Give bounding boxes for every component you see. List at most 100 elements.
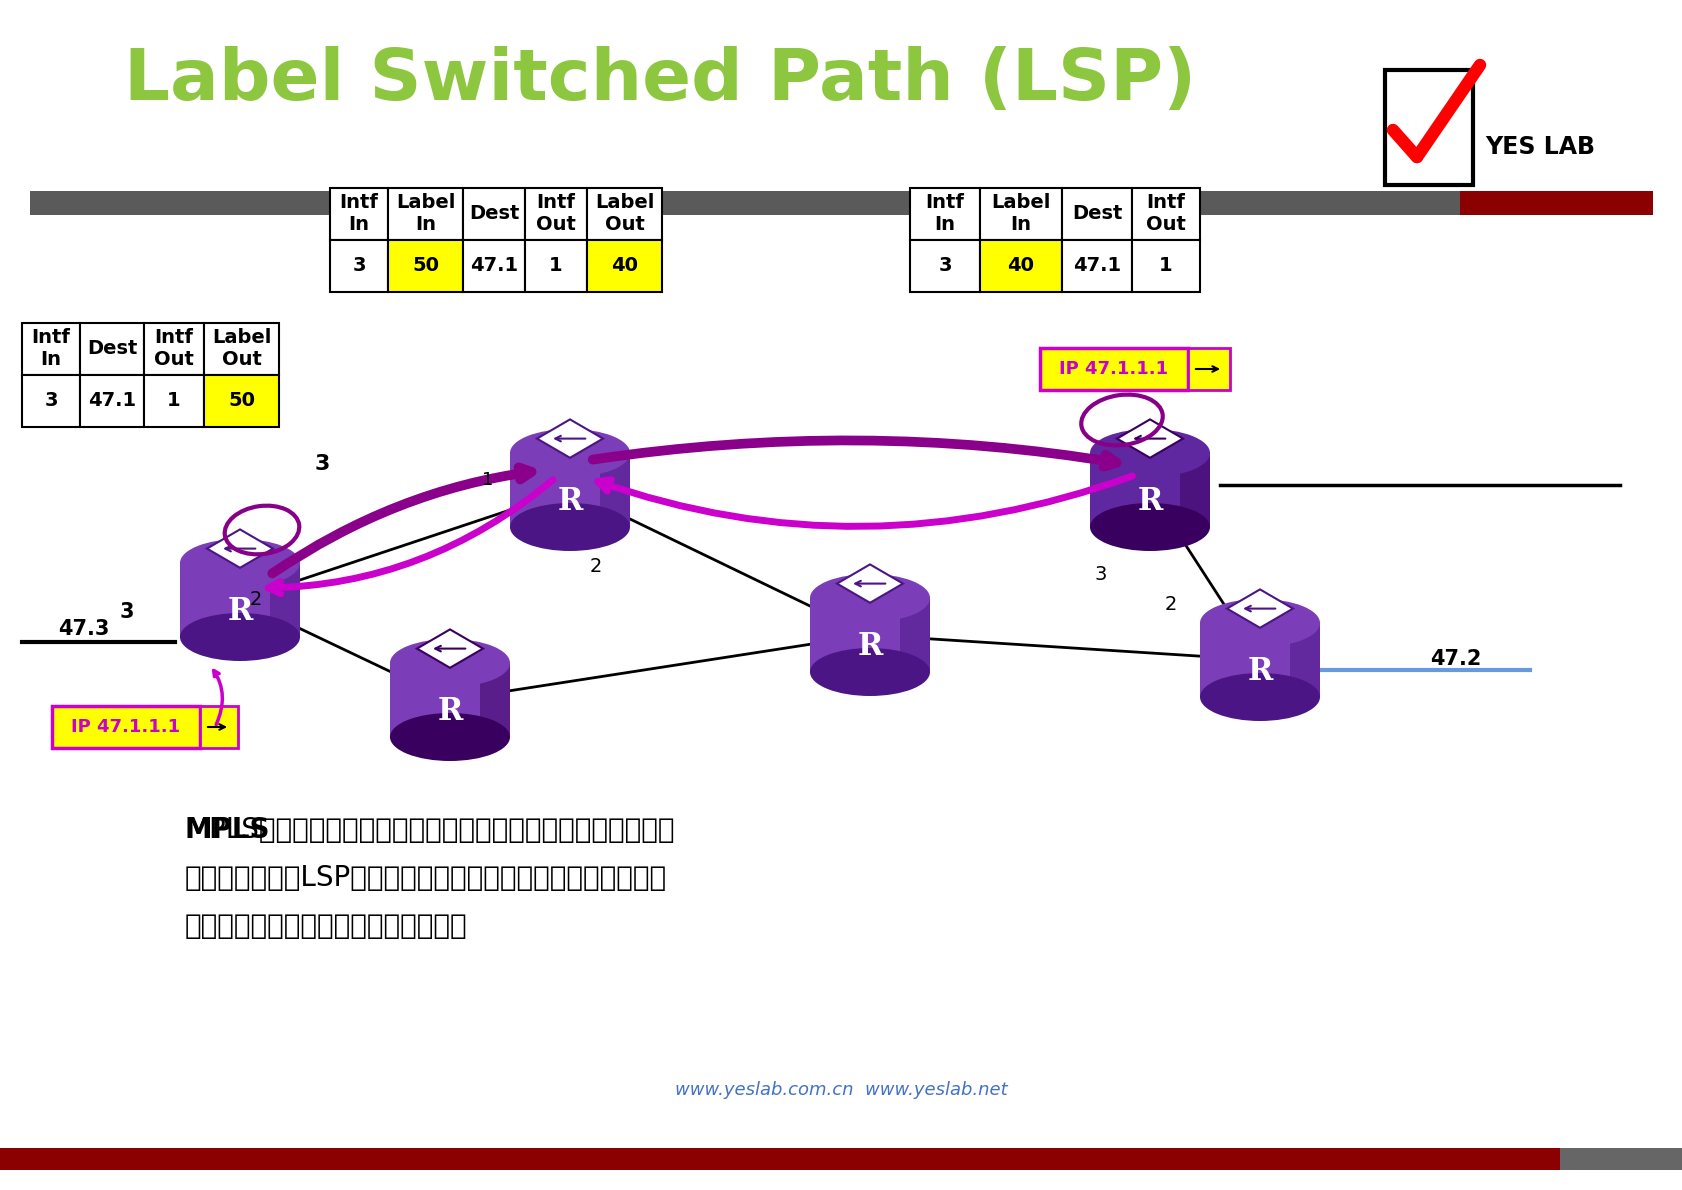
- Text: Dest: Dest: [469, 205, 518, 224]
- Ellipse shape: [390, 639, 510, 687]
- Bar: [180, 562, 299, 637]
- Text: YES LAB: YES LAB: [1484, 134, 1595, 159]
- Bar: [900, 597, 930, 672]
- Text: 40: 40: [611, 257, 637, 276]
- Bar: [1090, 452, 1209, 527]
- Ellipse shape: [809, 649, 930, 696]
- Text: Label
Out: Label Out: [594, 194, 654, 234]
- Bar: [1179, 452, 1209, 527]
- Ellipse shape: [510, 430, 629, 477]
- Ellipse shape: [1090, 503, 1209, 551]
- Bar: [1061, 188, 1132, 240]
- Text: 50: 50: [412, 257, 439, 276]
- Ellipse shape: [1199, 674, 1319, 721]
- Text: R: R: [1137, 486, 1162, 516]
- Text: 47.1: 47.1: [1073, 257, 1120, 276]
- Text: Intf
In: Intf In: [925, 194, 964, 234]
- Ellipse shape: [1199, 599, 1319, 647]
- Text: 47.2: 47.2: [1430, 649, 1480, 669]
- Text: IP 47.1.1.1: IP 47.1.1.1: [71, 718, 180, 735]
- Text: 3: 3: [44, 392, 57, 411]
- Text: MPLS的标签转发，通过事先分配好的标签，为报文建立了一条: MPLS的标签转发，通过事先分配好的标签，为报文建立了一条: [185, 816, 674, 844]
- Bar: [330, 188, 389, 240]
- Text: R: R: [227, 596, 252, 627]
- Text: 47.1: 47.1: [87, 392, 136, 411]
- Polygon shape: [207, 530, 272, 568]
- Text: 1: 1: [548, 257, 562, 276]
- Text: 1: 1: [481, 471, 493, 489]
- Bar: [587, 240, 661, 292]
- Text: IP 47.1.1.1: IP 47.1.1.1: [1058, 361, 1167, 378]
- Bar: [330, 240, 389, 292]
- Text: 47.3: 47.3: [57, 619, 109, 639]
- Text: 2: 2: [1164, 595, 1177, 614]
- Polygon shape: [537, 419, 602, 458]
- Polygon shape: [417, 630, 483, 668]
- Polygon shape: [1117, 419, 1182, 458]
- Bar: [1061, 240, 1132, 292]
- Text: R: R: [557, 486, 582, 516]
- Text: 1: 1: [1159, 257, 1172, 276]
- Bar: [52, 706, 200, 749]
- Bar: [1384, 70, 1472, 184]
- Text: 47.1: 47.1: [469, 257, 518, 276]
- Ellipse shape: [510, 503, 629, 551]
- Text: Intf
In: Intf In: [32, 328, 71, 370]
- Bar: [145, 322, 204, 375]
- Ellipse shape: [809, 574, 930, 622]
- Text: 3: 3: [119, 602, 135, 622]
- Bar: [809, 597, 930, 672]
- Text: 3: 3: [352, 257, 365, 276]
- Bar: [30, 192, 1519, 215]
- Text: 40: 40: [1008, 257, 1034, 276]
- Bar: [1458, 192, 1652, 215]
- Text: Label Switched Path (LSP): Label Switched Path (LSP): [124, 45, 1196, 114]
- Bar: [204, 322, 279, 375]
- Text: Intf
Out: Intf Out: [155, 328, 193, 370]
- Bar: [979, 188, 1061, 240]
- Text: 3: 3: [937, 257, 952, 276]
- Bar: [22, 375, 81, 427]
- Bar: [910, 240, 979, 292]
- Text: 2: 2: [251, 590, 262, 609]
- Polygon shape: [1226, 589, 1292, 628]
- Text: 3: 3: [1095, 565, 1107, 584]
- Text: 3: 3: [315, 455, 330, 474]
- Text: R: R: [437, 696, 463, 727]
- Bar: [600, 452, 629, 527]
- Text: 标签转发通道（LSP），在通道经过的每一台设备处，只需要进: 标签转发通道（LSP），在通道经过的每一台设备处，只需要进: [185, 864, 666, 892]
- Bar: [1039, 347, 1187, 390]
- Bar: [81, 375, 145, 427]
- Bar: [463, 240, 525, 292]
- Bar: [81, 322, 145, 375]
- Ellipse shape: [390, 713, 510, 760]
- Bar: [204, 375, 279, 427]
- Bar: [22, 322, 81, 375]
- Bar: [479, 662, 510, 737]
- Polygon shape: [200, 706, 237, 749]
- Bar: [979, 240, 1061, 292]
- Bar: [389, 188, 463, 240]
- Text: 2: 2: [590, 557, 602, 576]
- FancyArrowPatch shape: [272, 468, 532, 574]
- Text: Intf
Out: Intf Out: [1145, 194, 1186, 234]
- FancyArrowPatch shape: [269, 480, 553, 594]
- Bar: [269, 562, 299, 637]
- Bar: [510, 452, 629, 527]
- Text: Label
In: Label In: [395, 194, 454, 234]
- Bar: [910, 188, 979, 240]
- Bar: [525, 188, 587, 240]
- Bar: [0, 1148, 1559, 1170]
- FancyArrowPatch shape: [592, 440, 1115, 466]
- Bar: [463, 188, 525, 240]
- Bar: [1559, 1148, 1682, 1170]
- Text: Dest: Dest: [87, 339, 138, 358]
- Bar: [390, 662, 510, 737]
- Bar: [389, 240, 463, 292]
- Text: MPLS: MPLS: [185, 816, 271, 844]
- Ellipse shape: [180, 539, 299, 587]
- Bar: [1132, 188, 1199, 240]
- Ellipse shape: [180, 613, 299, 660]
- Bar: [1132, 240, 1199, 292]
- Text: Intf
In: Intf In: [340, 194, 378, 234]
